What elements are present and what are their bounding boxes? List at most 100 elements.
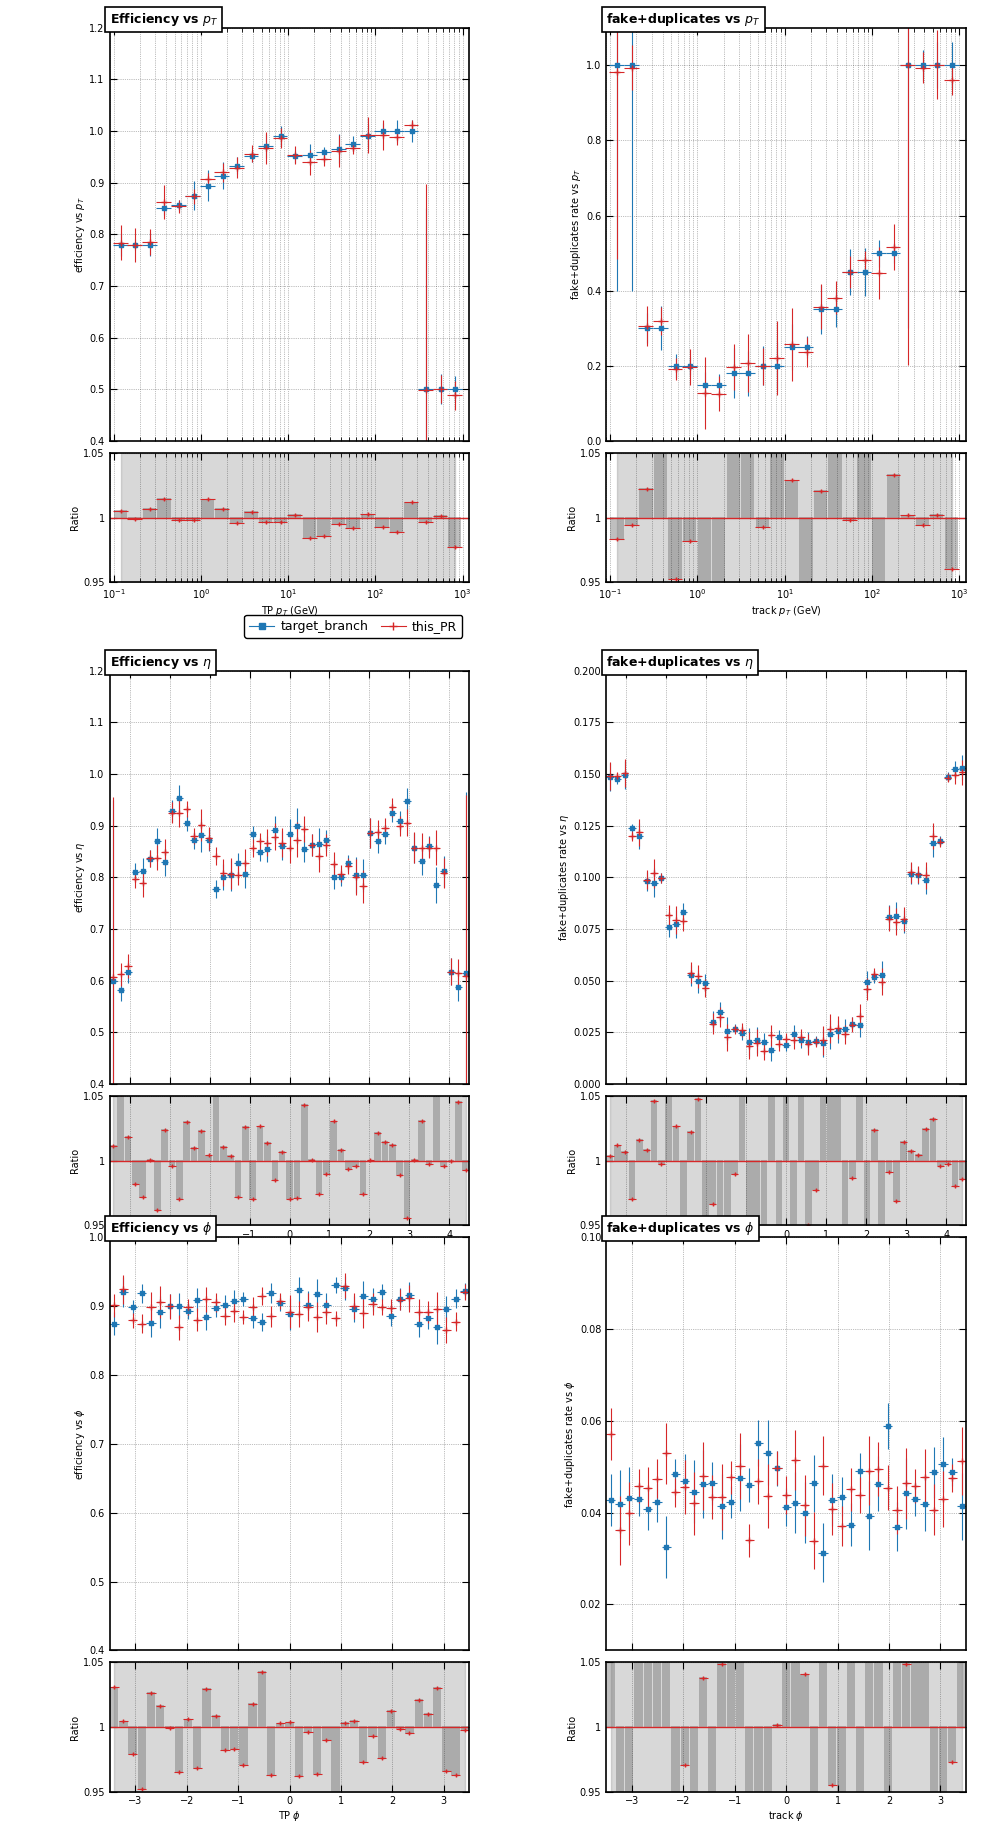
Bar bbox=[405, 1727, 413, 1734]
Bar bbox=[171, 517, 185, 521]
Bar bbox=[754, 1727, 763, 1847]
Bar bbox=[248, 1703, 257, 1727]
Bar bbox=[680, 1727, 689, 1766]
Bar bbox=[227, 1154, 234, 1162]
Bar bbox=[944, 1160, 951, 1164]
Bar bbox=[124, 1136, 131, 1162]
Bar bbox=[369, 1727, 376, 1736]
Bar bbox=[215, 508, 229, 519]
Bar bbox=[418, 1121, 425, 1162]
Bar bbox=[374, 1132, 380, 1162]
Bar bbox=[286, 1721, 294, 1727]
Bar bbox=[819, 944, 828, 1727]
Y-axis label: Ratio: Ratio bbox=[71, 1714, 81, 1740]
Text: fake+duplicates vs $p_T$: fake+duplicates vs $p_T$ bbox=[607, 11, 761, 28]
Bar bbox=[338, 1149, 345, 1162]
Bar bbox=[264, 1141, 271, 1162]
Bar bbox=[668, 517, 681, 580]
Y-axis label: Ratio: Ratio bbox=[567, 504, 577, 530]
Bar bbox=[900, 1141, 907, 1162]
Bar bbox=[157, 499, 170, 519]
Bar bbox=[922, 1129, 929, 1162]
Text: Efficiency vs $\phi$: Efficiency vs $\phi$ bbox=[110, 1221, 212, 1237]
Bar bbox=[389, 517, 403, 532]
Bar bbox=[205, 1154, 212, 1162]
Bar bbox=[829, 403, 842, 519]
Bar bbox=[411, 1160, 417, 1162]
Bar bbox=[403, 1160, 410, 1219]
Bar bbox=[717, 1160, 723, 1247]
Bar bbox=[303, 517, 316, 539]
Bar bbox=[727, 401, 740, 519]
Bar bbox=[118, 1093, 124, 1162]
Bar bbox=[451, 1727, 460, 1775]
Bar bbox=[308, 1160, 315, 1162]
Bar bbox=[773, 1725, 781, 1727]
Bar bbox=[885, 1160, 892, 1173]
Bar bbox=[128, 517, 141, 521]
Bar bbox=[211, 1716, 220, 1727]
Bar bbox=[658, 1160, 664, 1165]
X-axis label: TP $\phi$: TP $\phi$ bbox=[278, 1810, 301, 1823]
Bar bbox=[878, 1160, 885, 1247]
Bar bbox=[849, 1160, 856, 1178]
Bar bbox=[827, 1014, 834, 1162]
X-axis label: TP $p_T$ (GeV): TP $p_T$ (GeV) bbox=[261, 604, 319, 617]
Bar bbox=[614, 1145, 621, 1162]
Bar bbox=[671, 1727, 679, 1834]
Bar bbox=[220, 1147, 227, 1162]
Bar bbox=[639, 488, 652, 519]
Bar bbox=[810, 1727, 818, 1847]
Bar bbox=[183, 1121, 190, 1162]
Bar bbox=[221, 1727, 229, 1751]
Bar bbox=[288, 513, 302, 519]
Bar bbox=[332, 517, 345, 525]
Bar bbox=[768, 576, 775, 1162]
Bar bbox=[783, 964, 790, 1162]
Bar bbox=[332, 1727, 340, 1795]
Bar bbox=[886, 475, 899, 519]
X-axis label: track $\eta$: track $\eta$ bbox=[768, 1243, 804, 1256]
Bar bbox=[690, 1727, 698, 1801]
Y-axis label: Ratio: Ratio bbox=[567, 1149, 577, 1173]
Bar bbox=[174, 1727, 183, 1773]
Bar bbox=[139, 1160, 146, 1199]
Bar bbox=[274, 517, 287, 523]
Bar bbox=[448, 1160, 454, 1162]
Bar bbox=[907, 1151, 914, 1162]
Bar bbox=[883, 1727, 891, 1847]
Bar bbox=[687, 1130, 694, 1162]
Bar bbox=[746, 1160, 753, 1260]
Bar bbox=[643, 1581, 652, 1727]
Bar bbox=[267, 1727, 275, 1775]
Bar bbox=[929, 1117, 936, 1162]
Bar bbox=[736, 1659, 744, 1727]
Bar bbox=[294, 1160, 300, 1199]
Bar bbox=[353, 1160, 359, 1167]
Bar bbox=[902, 1662, 910, 1727]
Bar bbox=[634, 1638, 642, 1727]
Bar bbox=[131, 1160, 138, 1186]
Bar bbox=[893, 1160, 899, 1201]
Bar bbox=[317, 517, 331, 537]
Bar bbox=[607, 1154, 614, 1162]
Bar bbox=[165, 1727, 173, 1729]
Bar bbox=[202, 1688, 210, 1727]
Bar bbox=[915, 517, 929, 526]
Bar bbox=[791, 1441, 800, 1727]
Bar bbox=[843, 517, 857, 521]
Bar bbox=[672, 1125, 679, 1162]
Bar bbox=[198, 1130, 204, 1162]
Bar bbox=[128, 1727, 136, 1755]
Bar bbox=[193, 1727, 201, 1769]
Bar bbox=[279, 1151, 286, 1162]
Bar bbox=[745, 1727, 753, 1847]
Bar bbox=[276, 1723, 285, 1727]
Bar bbox=[652, 1568, 661, 1727]
Bar bbox=[286, 1160, 293, 1199]
Bar bbox=[114, 510, 126, 519]
Bar bbox=[717, 1662, 726, 1727]
Bar bbox=[110, 1686, 119, 1727]
Bar bbox=[156, 1705, 164, 1727]
Bar bbox=[790, 1160, 797, 1321]
